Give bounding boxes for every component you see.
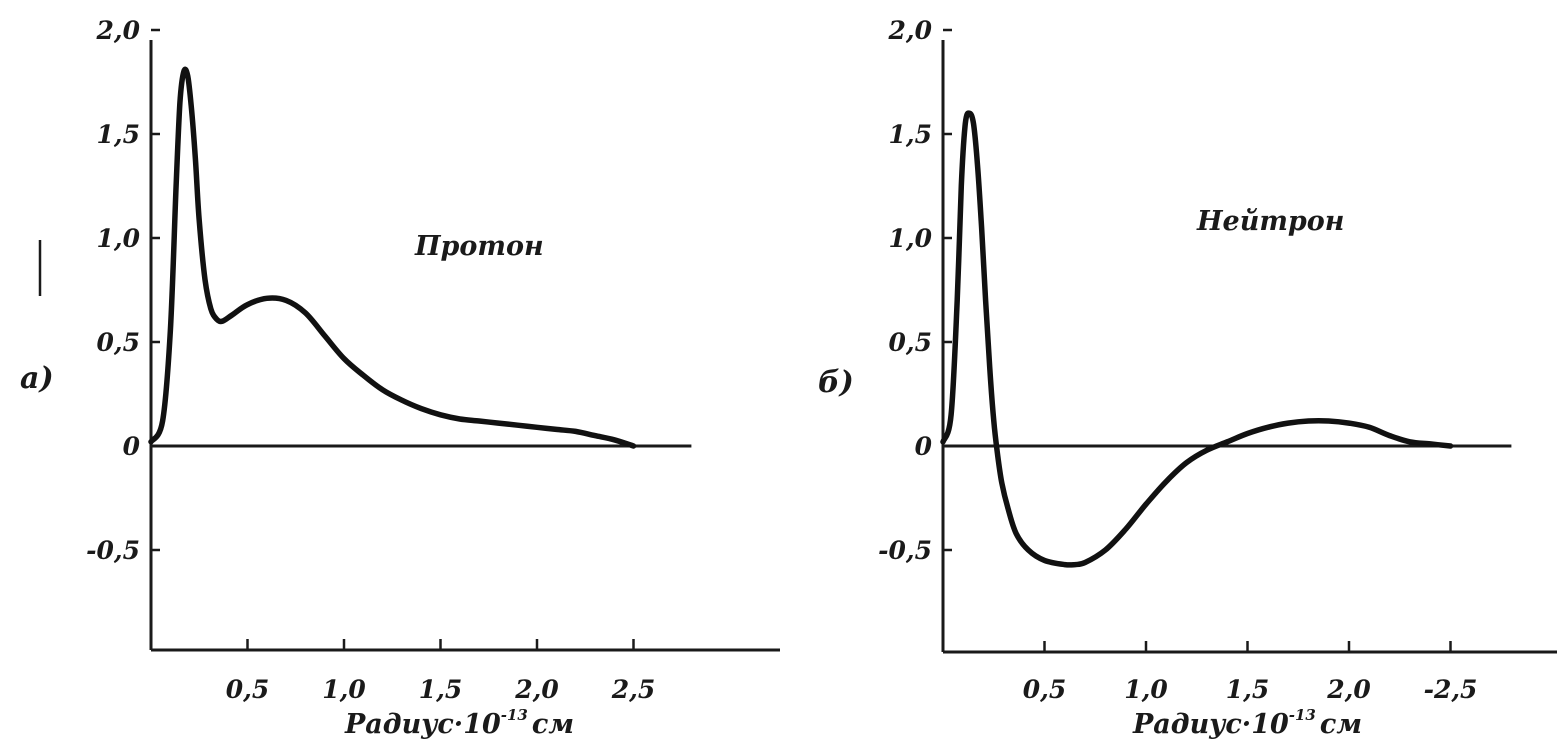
x-tick-label: 0,5	[1023, 675, 1067, 704]
density-curve	[940, 110, 1454, 568]
x-tick-label: 2,0	[1326, 675, 1371, 704]
x-axis-title-exponent: -13	[1289, 706, 1316, 724]
panel-letter: б)	[818, 365, 854, 400]
y-tick-label: -0,5	[878, 536, 932, 565]
y-tick-label: 2,0	[96, 16, 141, 45]
x-axis-title-main: Радиус·10	[344, 709, 501, 739]
y-tick-label: 0	[123, 432, 141, 461]
x-axis-title: Радиус·10-13 см	[344, 706, 574, 739]
x-axis-title: Радиус·10-13 см	[1132, 706, 1362, 739]
y-tick-label: 1,5	[889, 120, 933, 149]
density-curve	[148, 66, 637, 449]
x-tick-label: 1,0	[322, 675, 366, 704]
y-tick-label: 1,0	[889, 224, 933, 253]
proton-panel: 2,0 1,5 1,0 0,5 0 -0,5 0,5 1,0 1,5 2,0 2,5 а) Протон…	[20, 16, 780, 739]
x-axis-title-main: Радиус·10	[1132, 709, 1289, 739]
series-label: Нейтрон	[1196, 206, 1344, 237]
x-tick-label: -2,5	[1424, 675, 1478, 704]
x-tick-label: 2,0	[514, 675, 559, 704]
y-tick-label: 0,5	[889, 328, 933, 357]
y-tick-label: 2,0	[888, 16, 933, 45]
panel-letter: а)	[20, 361, 54, 396]
x-axis-title-exponent: -13	[501, 706, 528, 724]
y-tick-label: 1,5	[97, 120, 141, 149]
x-axis-title-unit: см	[532, 709, 574, 739]
x-tick-label: 2,5	[611, 675, 656, 704]
y-tick-label: 0	[915, 432, 933, 461]
y-tick-label: 0,5	[97, 328, 141, 357]
series-label: Протон	[414, 231, 544, 262]
y-tick-label: 1,0	[97, 224, 141, 253]
x-tick-label: 1,0	[1124, 675, 1168, 704]
neutron-panel: 2,0 1,5 1,0 0,5 0 -0,5 0,5 1,0 1,5 2,0 -2,5 б) Нейтр…	[818, 16, 1557, 739]
x-axis-title-unit: см	[1320, 709, 1362, 739]
x-tick-label: 1,5	[419, 675, 463, 704]
y-tick-label: -0,5	[86, 536, 140, 565]
x-tick-label: 1,5	[1226, 675, 1270, 704]
x-tick-label: 0,5	[226, 675, 270, 704]
